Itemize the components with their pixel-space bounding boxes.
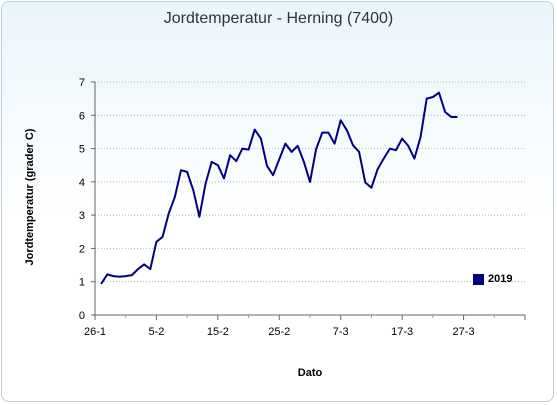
x-tick-label-7-3: 7-3 (333, 326, 349, 338)
y-tick-label-6: 6 (79, 110, 85, 122)
x-tick-label-27-3: 27-3 (453, 326, 475, 338)
legend-swatch-2019 (473, 273, 484, 285)
y-tick-label-7: 7 (79, 77, 85, 89)
x-tick-label-26-1: 26-1 (84, 326, 106, 338)
y-tick-label-4: 4 (79, 177, 85, 189)
y-tick-label-3: 3 (79, 210, 85, 222)
chart-title: Jordtemperatur - Herning (7400) (163, 10, 394, 27)
y-tick-label-0: 0 (79, 310, 85, 322)
x-tick-label-25-2: 25-2 (268, 326, 290, 338)
y-tick-label-1: 1 (79, 277, 85, 289)
x-tick-label-17-3: 17-3 (391, 326, 413, 338)
axes (91, 81, 526, 320)
series-line-2019 (100, 91, 458, 285)
x-tick-label-5-2: 5-2 (148, 326, 164, 338)
y-tick-label-2: 2 (79, 243, 85, 255)
legend-label-2019: 2019 (488, 273, 513, 285)
y-tick-label-5: 5 (79, 144, 85, 156)
y-tick-labels: 0 1 2 3 4 5 6 7 (79, 77, 85, 322)
x-axis-label: Dato (297, 367, 323, 379)
x-tick-label-15-2: 15-2 (207, 326, 229, 338)
series-lines (100, 91, 458, 285)
legend: 2019 (473, 273, 512, 285)
x-tick-labels: 26-1 5-2 15-2 25-2 7-3 17-3 27-3 (84, 326, 475, 338)
